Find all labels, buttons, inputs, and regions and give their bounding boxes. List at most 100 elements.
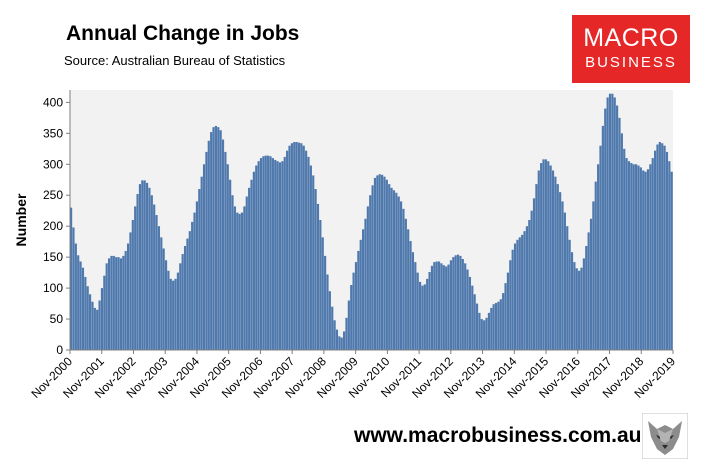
y-tick-label: 350: [43, 126, 63, 140]
bar: [601, 125, 604, 351]
bar: [352, 272, 355, 350]
bar: [366, 206, 369, 350]
bar: [597, 164, 600, 350]
bar: [525, 226, 528, 350]
bar: [551, 170, 555, 350]
bar: [378, 174, 381, 350]
bar: [506, 272, 509, 350]
bar: [381, 174, 384, 350]
bar: [112, 255, 115, 350]
bar: [487, 312, 491, 350]
bar: [347, 300, 350, 350]
bar: [399, 201, 403, 350]
bar: [578, 270, 581, 350]
bar: [350, 285, 353, 350]
bar: [181, 254, 184, 350]
bar: [532, 198, 536, 350]
bar: [359, 239, 362, 350]
bar: [625, 158, 628, 350]
bar: [338, 336, 341, 350]
bar: [627, 161, 631, 350]
bar: [324, 255, 327, 350]
bar: [169, 278, 172, 350]
bar: [183, 246, 187, 350]
bar: [200, 176, 203, 350]
bar: [107, 258, 111, 350]
bar: [198, 189, 201, 350]
bar: [191, 221, 194, 350]
bar: [461, 259, 464, 350]
bar: [606, 97, 609, 351]
bar: [554, 176, 557, 350]
bar: [547, 161, 550, 350]
bar: [288, 145, 291, 350]
bar: [540, 163, 543, 350]
bar: [570, 252, 574, 350]
bar: [395, 192, 398, 350]
bar: [511, 249, 514, 350]
bar: [93, 307, 96, 350]
bar: [587, 232, 590, 350]
bar: [483, 320, 486, 350]
bar: [608, 93, 612, 351]
bar: [369, 195, 372, 350]
y-tick-label: 200: [43, 219, 63, 233]
bar: [371, 185, 374, 350]
bar: [537, 170, 540, 350]
y-tick-label: 100: [43, 281, 63, 295]
bar: [658, 142, 661, 350]
bar: [119, 258, 123, 350]
bar: [103, 275, 106, 350]
bar: [297, 142, 301, 350]
bar: [440, 263, 443, 350]
bar: [414, 262, 417, 350]
bar: [210, 132, 213, 350]
bar: [404, 218, 407, 350]
bar: [110, 255, 113, 350]
bar: [523, 231, 526, 350]
bar: [262, 156, 265, 350]
bar: [126, 243, 130, 350]
bar: [599, 145, 602, 350]
bar: [630, 163, 633, 350]
bar: [442, 265, 445, 350]
bar: [407, 229, 410, 350]
bar: [162, 248, 165, 350]
bar: [582, 258, 585, 350]
bar: [98, 300, 101, 350]
bar: [300, 143, 303, 350]
bar: [402, 208, 405, 350]
bar: [278, 162, 282, 350]
bar: [264, 155, 267, 350]
bar: [148, 187, 151, 350]
y-tick-label: 400: [43, 95, 63, 109]
bar: [179, 263, 182, 350]
bar: [559, 192, 562, 350]
bar: [328, 291, 331, 350]
bar: [243, 206, 246, 350]
bar: [556, 184, 559, 350]
bar: [620, 133, 623, 350]
bar: [124, 250, 127, 350]
bar: [267, 155, 270, 350]
bar: [452, 257, 455, 350]
bar: [471, 285, 474, 350]
bar: [167, 270, 170, 350]
bar: [575, 268, 578, 350]
bar: [528, 220, 531, 350]
bar: [516, 239, 519, 350]
website-url: www.macrobusiness.com.au: [354, 424, 642, 447]
bar: [490, 307, 493, 350]
bar: [217, 127, 220, 350]
bar: [224, 151, 227, 350]
bar: [411, 252, 415, 350]
bar: [594, 181, 597, 350]
bar: [661, 143, 664, 350]
bar: [654, 150, 657, 350]
y-tick-label: 300: [43, 157, 63, 171]
bar: [357, 250, 360, 350]
bar: [274, 159, 277, 350]
bar: [616, 105, 619, 350]
bar: [437, 261, 441, 350]
bar: [319, 220, 322, 350]
